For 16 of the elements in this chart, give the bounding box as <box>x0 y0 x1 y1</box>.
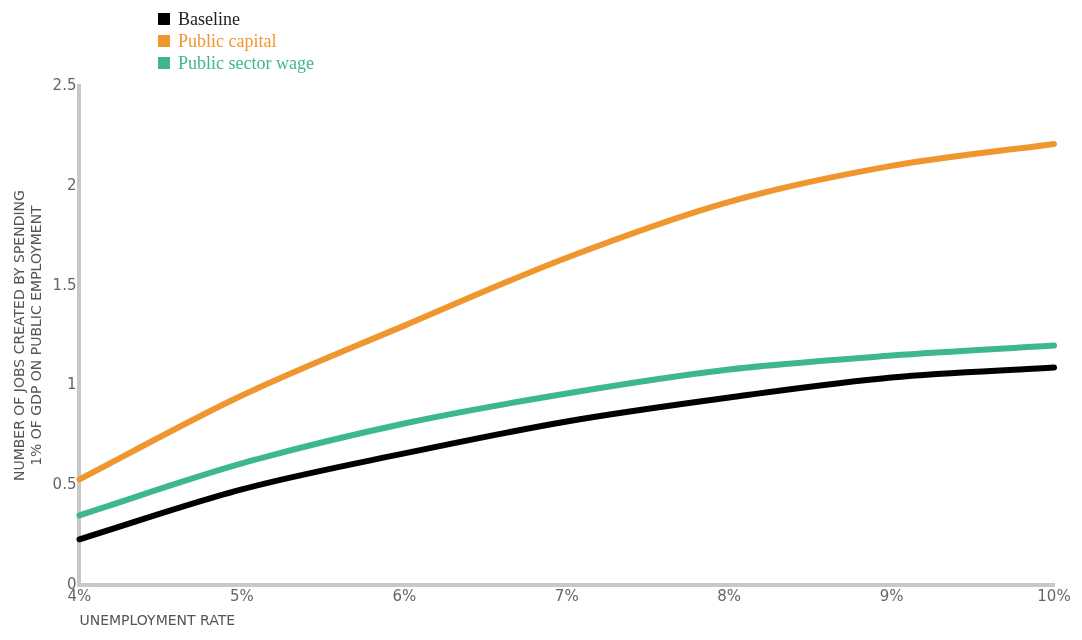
y-tick-label: 0.5 <box>52 475 77 494</box>
y-tick-label: 2.5 <box>52 75 77 94</box>
y-tick-label: 1 <box>66 375 77 394</box>
x-tick-label: 6% <box>392 587 417 606</box>
legend-label: Public sector wage <box>178 52 314 74</box>
x-tick-label: 8% <box>717 587 742 606</box>
legend-label: Baseline <box>178 8 240 30</box>
x-tick-label: 7% <box>554 587 579 606</box>
y-tick-label: 2 <box>66 175 77 194</box>
x-tick-label: 10% <box>1037 587 1071 606</box>
x-axis-title: UNEMPLOYMENT RATE <box>79 612 236 629</box>
y-axis-title: NUMBER OF JOBS CREATED BY SPENDING 1% OF GDP ON PUBLIC EMPLOYMENT <box>11 190 44 482</box>
legend-label: Public capital <box>178 30 277 52</box>
x-tick-label: 9% <box>879 587 904 606</box>
y-tick-label: 1.5 <box>52 275 77 294</box>
x-tick-label: 5% <box>229 587 254 606</box>
